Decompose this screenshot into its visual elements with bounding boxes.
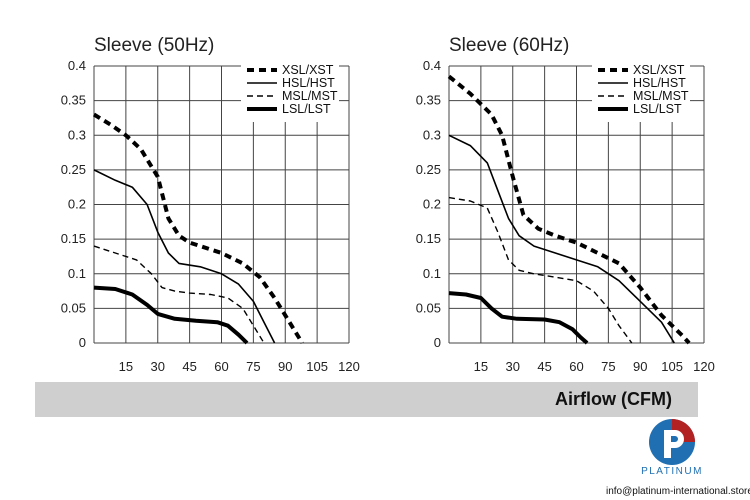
- series-line-xsl-xst: [447, 74, 691, 345]
- legend-label: XSL/XST: [633, 63, 685, 77]
- x-tick-label: 75: [601, 359, 615, 374]
- y-tick-label: 0.1: [423, 266, 441, 281]
- x-tick-label: 120: [338, 359, 360, 374]
- y-tick-label: 0.05: [61, 300, 86, 315]
- legend-background: [592, 64, 690, 122]
- x-tick-label: 45: [537, 359, 551, 374]
- y-tick-label: 0.2: [68, 197, 86, 212]
- x-tick-label: 30: [151, 359, 165, 374]
- legend-label: LSL/LST: [282, 102, 331, 116]
- y-tick-label: 0.35: [416, 93, 441, 108]
- x-tick-label: 45: [182, 359, 196, 374]
- y-tick-label: 0.1: [68, 266, 86, 281]
- contact-email: info@platinum-international.store: [606, 486, 750, 497]
- y-tick-label: 0: [79, 335, 86, 350]
- chart-title: Sleeve (60Hz): [449, 35, 569, 56]
- series-line-lsl-lst: [93, 285, 249, 345]
- chart-panel-2: Sleeve (60Hz) 0.4 0.35 0.3 0.25 0.2 0.15 0.1 0.0…: [416, 35, 715, 374]
- x-tick-label: 60: [569, 359, 583, 374]
- y-tick-label: 0.05: [416, 300, 441, 315]
- x-tick-label: 75: [246, 359, 260, 374]
- series-line-msl-mst: [448, 196, 633, 344]
- legend-background: [241, 64, 339, 122]
- x-tick-label: 30: [506, 359, 520, 374]
- x-tick-label: 120: [693, 359, 715, 374]
- series-line-lsl-lst: [448, 291, 589, 345]
- y-tick-label: 0.15: [416, 231, 441, 246]
- x-tick-label: 60: [214, 359, 228, 374]
- legend-label: MSL/MST: [282, 89, 338, 103]
- x-tick-label: 105: [306, 359, 328, 374]
- y-tick-label: 0: [434, 335, 441, 350]
- y-tick-label: 0.4: [68, 58, 86, 73]
- x-tick-label: 90: [278, 359, 292, 374]
- legend-label: HSL/HST: [633, 76, 686, 90]
- y-tick-label: 0.3: [68, 127, 86, 142]
- y-tick-label: 0.25: [416, 162, 441, 177]
- y-tick-label: 0.15: [61, 231, 86, 246]
- brand-mark-icon: [649, 419, 695, 465]
- legend-label: XSL/XST: [282, 63, 334, 77]
- brand-logo: PLATINUM: [612, 418, 732, 488]
- brand-name: PLATINUM: [641, 466, 703, 477]
- y-tick-label: 0.25: [61, 162, 86, 177]
- x-axis-title: Airflow (CFM): [555, 389, 672, 409]
- chart-panel-1: Sleeve (50Hz) 0.4 0.35 0.3 0.25 0.2 0.15 0.1 0.0…: [61, 35, 360, 374]
- y-tick-label: 0.3: [423, 127, 441, 142]
- legend-label: MSL/MST: [633, 89, 689, 103]
- y-tick-label: 0.2: [423, 197, 441, 212]
- series-line-msl-mst: [93, 245, 265, 344]
- y-tick-label: 0.4: [423, 58, 441, 73]
- legend-label: LSL/LST: [633, 102, 682, 116]
- x-axis-band: Airflow (CFM): [35, 382, 698, 417]
- legend-label: HSL/HST: [282, 76, 335, 90]
- x-tick-label: 15: [119, 359, 133, 374]
- y-tick-label: 0.35: [61, 93, 86, 108]
- series-line-hsl-hst: [448, 134, 675, 344]
- chart-title: Sleeve (50Hz): [94, 35, 214, 56]
- series-line-hsl-hst: [93, 169, 276, 344]
- x-tick-label: 105: [661, 359, 683, 374]
- x-tick-label: 15: [474, 359, 488, 374]
- x-tick-label: 90: [633, 359, 647, 374]
